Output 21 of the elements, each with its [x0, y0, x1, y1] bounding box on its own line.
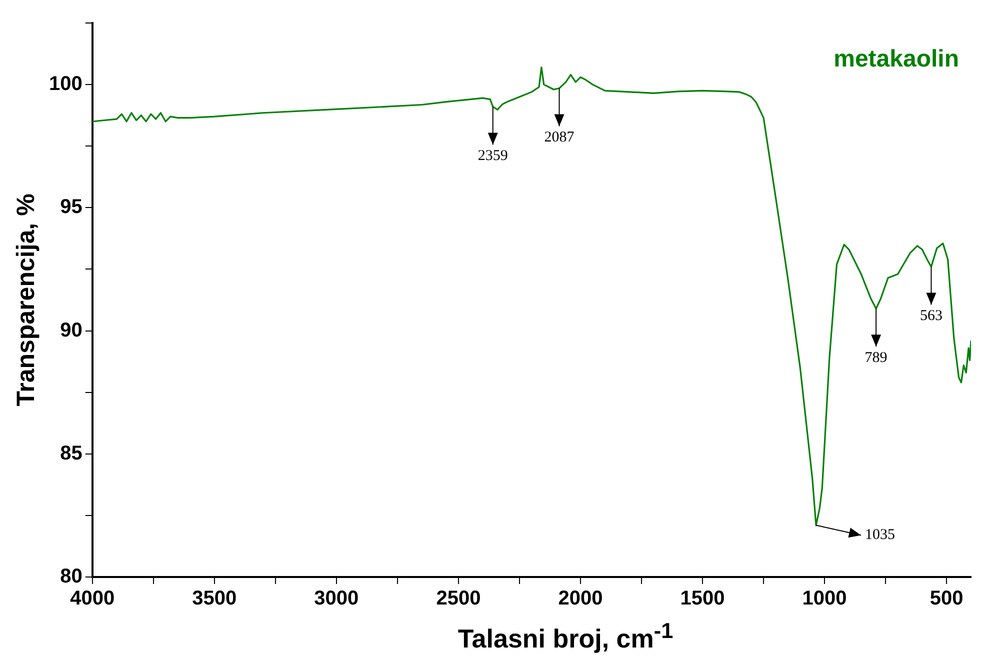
y-axis-title: Transparencija, %	[12, 194, 40, 406]
annotation: 563	[920, 308, 942, 324]
annotation: 1035	[865, 527, 896, 544]
x-tick-label: 3000	[314, 588, 359, 610]
y-tick-label: 85	[60, 442, 82, 464]
x-tick-label: 4000	[70, 588, 115, 610]
x-tick-label: 1000	[802, 588, 847, 610]
x-tick-label: 1500	[680, 588, 725, 610]
x-axis-title: Talasni broj, cm$^{-1}$	[456, 618, 674, 655]
x-tick-label: 2500	[436, 588, 481, 610]
annotation: 2359	[478, 148, 508, 164]
y-tick-label: 80	[60, 566, 82, 588]
annotation: 789	[864, 350, 888, 366]
text: metakaolin	[834, 46, 959, 73]
x-tick-label: 2000	[558, 588, 603, 610]
annotation: 2087	[544, 130, 575, 146]
x-tick-label: 500	[930, 588, 964, 610]
y-tick-label: 100	[48, 73, 82, 96]
y-tick-label: 95	[60, 196, 82, 218]
y-tick-label: 90	[60, 319, 82, 342]
x-tick-label: 3500	[192, 588, 237, 610]
